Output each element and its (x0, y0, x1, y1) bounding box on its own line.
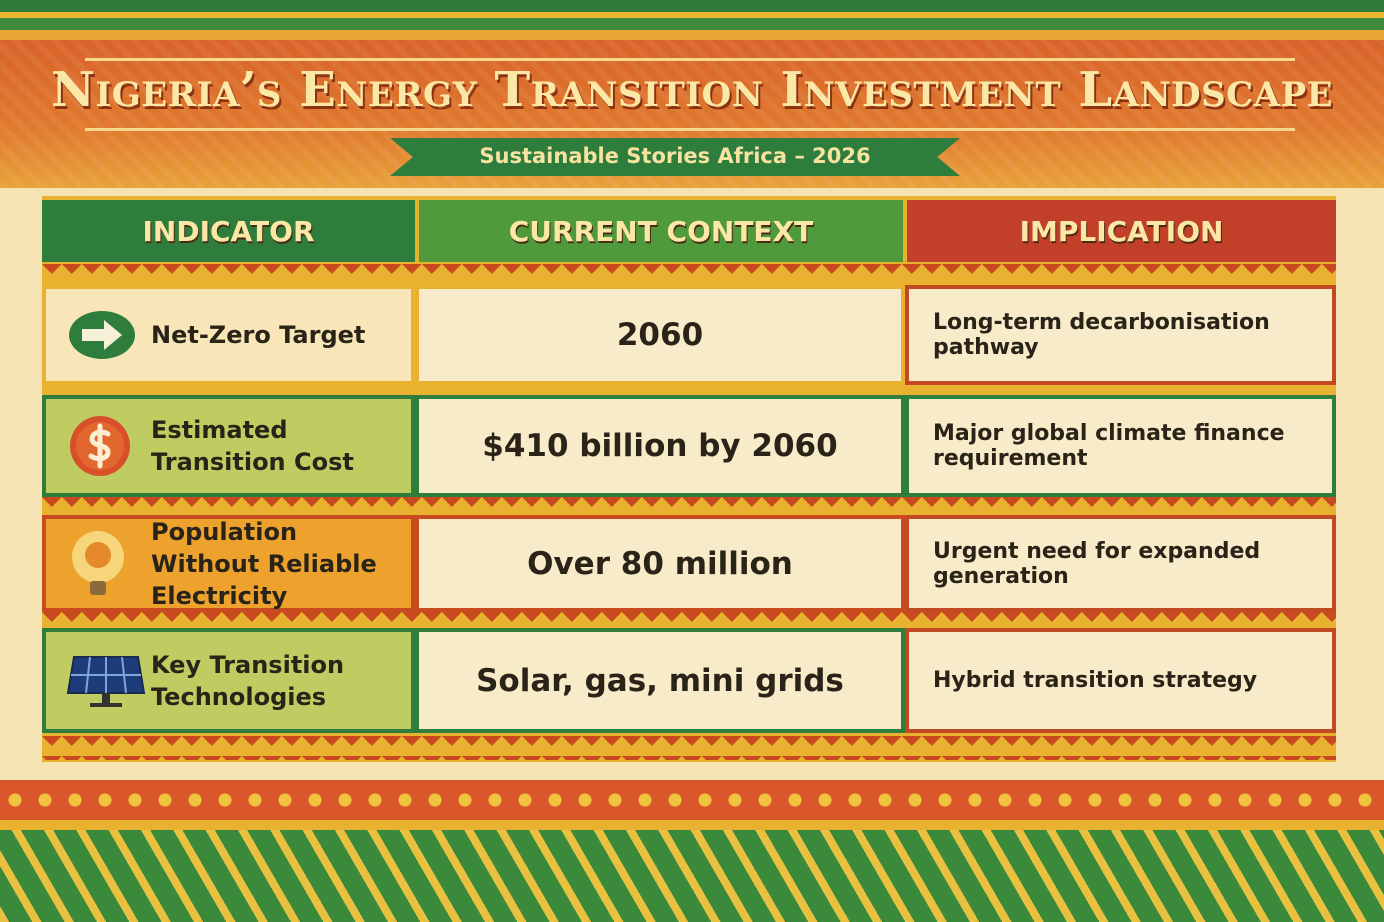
implication-cell: Long-term decarbonisation pathway (905, 285, 1336, 385)
indicator-cell: Net-Zero Target (42, 285, 415, 385)
subtitle: Sustainable Stories Africa – 2026 (479, 144, 871, 168)
context-cell: Solar, gas, mini grids (415, 628, 905, 733)
indicator-cell: Key Transition Technologies (42, 628, 415, 733)
indicator-text: Population Without Reliable Electricity (151, 517, 377, 610)
indicator-text: Key Transition Technologies (151, 650, 345, 711)
divider (42, 612, 1336, 628)
column-header: CURRENT CONTEXT (419, 200, 903, 262)
context-cell: Over 80 million (415, 515, 905, 612)
column-header: IMPLICATION (907, 200, 1336, 262)
divider (42, 264, 1336, 284)
money-icon (70, 416, 130, 476)
header-rule (85, 58, 1295, 61)
indicator-text: Estimated Transition Cost (151, 416, 354, 476)
indicator-cell: Population Without Reliable Electricity (42, 515, 415, 612)
bulb-icon (72, 530, 124, 595)
bottom-dots (0, 786, 1384, 814)
title: Nigeria’s Energy Transition Investment L… (50, 62, 1334, 118)
divider (42, 497, 1336, 515)
implication-cell: Hybrid transition strategy (905, 628, 1336, 733)
solar-icon (66, 655, 146, 707)
context-cell: $410 billion by 2060 (415, 395, 905, 497)
divider (42, 736, 1336, 760)
indicator-text: Net-Zero Target (151, 321, 366, 349)
header-rule (85, 128, 1295, 131)
top-stripe (0, 0, 1384, 40)
arrow-icon (69, 311, 135, 359)
column-header: INDICATOR (42, 200, 415, 262)
subtitle-ribbon (390, 138, 960, 176)
indicator-cell: Estimated Transition Cost (42, 395, 415, 497)
implication-cell: Major global climate finance requirement (905, 395, 1336, 497)
context-cell: 2060 (415, 285, 905, 385)
implication-cell: Urgent need for expanded generation (905, 515, 1336, 612)
